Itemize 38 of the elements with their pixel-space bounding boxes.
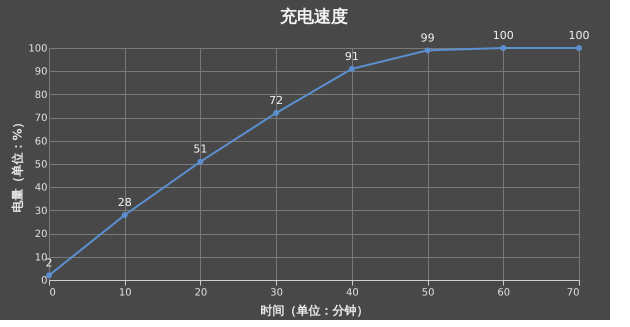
y-tick-label: 80 [34,90,48,101]
x-tick-label: 10 [118,288,132,298]
y-tick-label: 90 [34,66,48,78]
point [500,45,506,51]
point [122,212,128,218]
point [348,66,355,72]
data-label: 51 [193,142,208,156]
point [46,272,52,278]
y-axis-title: 电量（单位：%） [10,116,24,213]
x-tick-label: 0 [50,288,56,298]
data-label: 28 [118,196,132,210]
chart-title: 充电速度 [279,7,348,27]
y-tick-label: 20 [34,229,48,240]
point [273,110,280,116]
data-label: 91 [344,50,359,63]
y-tick-label: 40 [34,182,48,194]
x-tick-label: 60 [497,288,510,298]
y-tick-label: 60 [34,136,48,148]
data-label: 100 [568,29,590,42]
point [197,158,204,165]
data-label: 99 [420,31,435,44]
x-tick-label: 40 [346,288,359,298]
x-axis-title: 时间（单位：分钟） [260,304,368,318]
y-tick-label: 100 [28,44,48,54]
y-tick-label: 50 [34,160,48,170]
y-tick-label: 10 [34,252,48,264]
y-tick-label: 70 [34,113,48,124]
point [576,45,582,51]
x-tick-label: 30 [270,288,284,298]
x-tick-label: 70 [566,288,580,298]
x-tick-label: 50 [422,288,434,298]
x-tick-label: 20 [194,288,208,298]
y-tick-label: 30 [34,206,48,217]
point [424,47,431,54]
data-label: 2 [46,256,52,270]
data-label: 72 [269,94,284,107]
y-tick-label: 0 [41,276,48,286]
data-label: 100 [492,29,514,42]
